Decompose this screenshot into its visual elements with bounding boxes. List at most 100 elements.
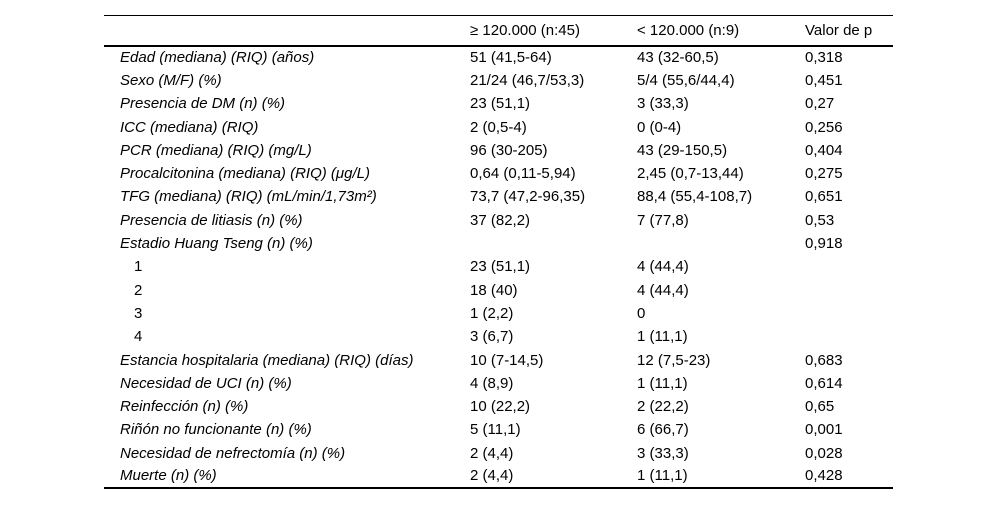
group-ge-value: 2 (4,4) (470, 444, 514, 462)
group-ge-value: 2 (0,5-4) (470, 118, 527, 136)
p-value (805, 302, 893, 325)
p-value (805, 255, 893, 278)
group-lt-value: 4 (44,4) (637, 258, 689, 276)
group-ge-value: 23 (51,1) (470, 95, 531, 113)
header-p-value: Valor de p (805, 15, 893, 47)
group-lt-value: 1 (11,1) (637, 374, 688, 392)
p-value (805, 278, 893, 301)
group-ge-value: 21/24 (46,7/53,3) (470, 71, 585, 89)
group-lt-value: 88,4 (55,4-108,7) (637, 188, 753, 206)
row-label: TFG (mediana) (RIQ) (mL/min/1,73m²) (120, 188, 377, 206)
table-row: 4 3 (6,7) 1 (11,1) (104, 325, 893, 348)
table-row: Riñón no funcionante (n) (%) 5 (11,1) 6 … (104, 418, 893, 441)
p-value: 0,65 (805, 398, 835, 416)
table-row: 2 18 (40) 4 (44,4) (104, 278, 893, 301)
table-row: PCR (mediana) (RIQ) (mg/L) 96 (30-205) 4… (104, 139, 893, 162)
table-row: ICC (mediana) (RIQ) 2 (0,5-4) 0 (0-4) 0,… (104, 115, 893, 138)
table-row: 1 23 (51,1) 4 (44,4) (104, 255, 893, 278)
p-value: 0,318 (805, 49, 843, 67)
group-lt-value: 2,45 (0,7-13,44) (637, 165, 744, 183)
table-row: Sexo (M/F) (%) 21/24 (46,7/53,3) 5/4 (55… (104, 69, 893, 92)
group-ge-value: 37 (82,2) (470, 211, 531, 229)
row-label: 1 (134, 258, 143, 276)
table-row: Estancia hospitalaria (mediana) (RIQ) (d… (104, 348, 893, 371)
p-value: 0,683 (805, 351, 843, 369)
row-label: Presencia de DM (n) (%) (120, 95, 286, 113)
group-lt-value: 43 (29-150,5) (637, 141, 728, 159)
p-value: 0,53 (805, 211, 835, 229)
p-value: 0,001 (805, 421, 843, 439)
group-lt-value: 12 (7,5-23) (637, 351, 711, 369)
group-ge-value: 23 (51,1) (470, 258, 531, 276)
group-ge-value: 10 (7-14,5) (470, 351, 544, 369)
group-ge-value: 96 (30-205) (470, 141, 548, 159)
group-lt-value: 3 (33,3) (637, 444, 689, 462)
row-label: ICC (mediana) (RIQ) (120, 118, 259, 136)
p-value: 0,256 (805, 118, 843, 136)
group-lt-value: 43 (32-60,5) (637, 49, 719, 67)
header-group-ge-120000: ≥ 120.000 (n:45) (470, 15, 637, 47)
row-label: Necesidad de UCI (n) (%) (120, 374, 292, 392)
p-value: 0,451 (805, 71, 843, 89)
group-ge-value: 51 (41,5-64) (470, 49, 552, 67)
table-row: Muerte (n) (%) 2 (4,4) 1 (11,1) 0,428 (104, 465, 893, 488)
group-ge-value (470, 232, 637, 255)
row-label: 2 (134, 281, 143, 299)
table-row: Necesidad de nefrectomía (n) (%) 2 (4,4)… (104, 442, 893, 465)
row-label: Reinfección (n) (%) (120, 398, 249, 416)
group-lt-value: 6 (66,7) (637, 421, 689, 439)
table-row: Reinfección (n) (%) 10 (22,2) 2 (22,2) 0… (104, 395, 893, 418)
table-row: Presencia de DM (n) (%) 23 (51,1) 3 (33,… (104, 92, 893, 115)
table-row: Estadio Huang Tseng (n) (%) 0,918 (104, 232, 893, 255)
group-lt-value (637, 232, 805, 255)
p-value: 0,428 (805, 467, 843, 485)
group-lt-value: 0 (0-4) (637, 118, 682, 136)
p-value: 0,918 (805, 235, 843, 253)
group-lt-value: 7 (77,8) (637, 211, 689, 229)
group-lt-value: 0 (637, 304, 646, 322)
table-row: TFG (mediana) (RIQ) (mL/min/1,73m²) 73,7… (104, 185, 893, 208)
row-label: 4 (134, 328, 143, 346)
table-row: Necesidad de UCI (n) (%) 4 (8,9) 1 (11,1… (104, 372, 893, 395)
header-group-lt-120000: < 120.000 (n:9) (637, 15, 805, 47)
group-ge-value: 1 (2,2) (470, 304, 514, 322)
row-label: Presencia de litiasis (n) (%) (120, 211, 303, 229)
table-row: Presencia de litiasis (n) (%) 37 (82,2) … (104, 209, 893, 232)
row-label: 3 (134, 304, 143, 322)
group-lt-value: 1 (11,1) (637, 328, 688, 346)
group-lt-value: 2 (22,2) (637, 398, 689, 416)
row-label: Estadio Huang Tseng (n) (%) (120, 235, 313, 253)
p-value: 0,028 (805, 444, 843, 462)
group-lt-value: 1 (11,1) (637, 467, 688, 485)
p-value: 0,614 (805, 374, 843, 392)
p-value: 0,651 (805, 188, 843, 206)
row-label: Edad (mediana) (RIQ) (años) (120, 49, 315, 67)
header-empty-cell (104, 15, 470, 47)
group-ge-value: 5 (11,1) (470, 421, 521, 439)
group-ge-value: 3 (6,7) (470, 328, 514, 346)
row-label: Riñón no funcionante (n) (%) (120, 421, 312, 439)
p-value: 0,404 (805, 141, 843, 159)
group-ge-value: 2 (4,4) (470, 467, 514, 485)
group-ge-value: 18 (40) (470, 281, 518, 299)
group-lt-value: 3 (33,3) (637, 95, 689, 113)
header-row: ≥ 120.000 (n:45) < 120.000 (n:9) Valor d… (104, 15, 893, 47)
p-value: 0,27 (805, 95, 835, 113)
row-label: Necesidad de nefrectomía (n) (%) (120, 444, 346, 462)
group-ge-value: 4 (8,9) (470, 374, 514, 392)
p-value (805, 325, 893, 348)
group-ge-value: 73,7 (47,2-96,35) (470, 188, 586, 206)
p-value: 0,275 (805, 165, 843, 183)
table-row: Edad (mediana) (RIQ) (años) 51 (41,5-64)… (104, 46, 893, 69)
group-lt-value: 5/4 (55,6/44,4) (637, 71, 735, 89)
row-label: Procalcitonina (mediana) (RIQ) (μg/L) (120, 165, 370, 183)
table-row: Procalcitonina (mediana) (RIQ) (μg/L) 0,… (104, 162, 893, 185)
table-body: Edad (mediana) (RIQ) (años) 51 (41,5-64)… (104, 46, 893, 489)
row-label: Estancia hospitalaria (mediana) (RIQ) (d… (120, 351, 414, 369)
group-ge-value: 10 (22,2) (470, 398, 531, 416)
comparison-table: ≥ 120.000 (n:45) < 120.000 (n:9) Valor d… (104, 15, 893, 490)
row-label: Sexo (M/F) (%) (120, 71, 222, 89)
group-ge-value: 0,64 (0,11-5,94) (470, 165, 576, 183)
row-label: Muerte (n) (%) (120, 467, 217, 485)
